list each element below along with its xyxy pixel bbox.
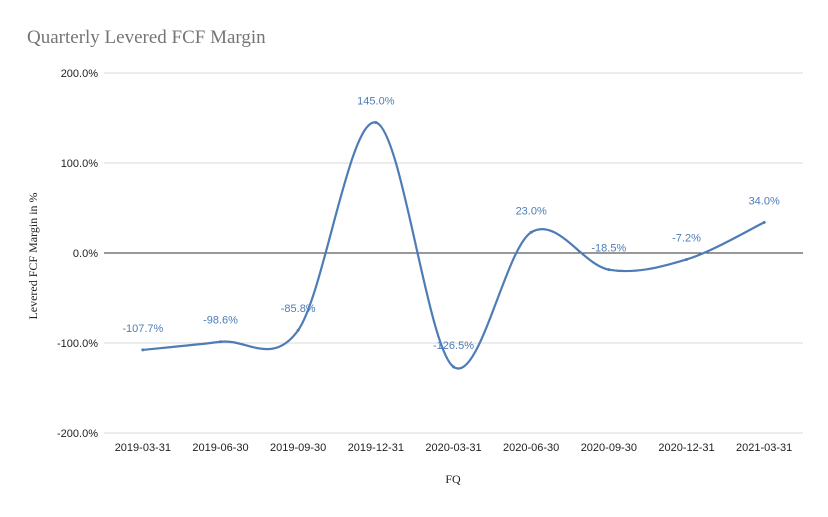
x-tick-label: 2020-09-30 (581, 442, 637, 454)
data-point (374, 121, 378, 124)
y-tick-label: 100.0% (61, 158, 99, 170)
data-point (296, 328, 300, 332)
x-tick-label: 2020-06-30 (503, 442, 559, 454)
y-tick-label: 200.0% (61, 68, 99, 80)
y-axis-title: Levered FCF Margin in % (26, 192, 40, 319)
data-label: 34.0% (749, 195, 780, 207)
x-tick-label: 2019-12-31 (348, 442, 404, 454)
data-label: -107.7% (122, 323, 163, 335)
data-point (219, 340, 222, 344)
y-tick-label: 0.0% (73, 248, 98, 260)
x-tick-label: 2019-09-30 (270, 442, 326, 454)
x-tick-label: 2021-03-31 (736, 442, 792, 454)
x-tick-label: 2019-03-31 (115, 442, 171, 454)
data-label: -18.5% (591, 243, 626, 255)
series-line (141, 121, 766, 370)
data-label: 23.0% (516, 205, 547, 217)
data-point (762, 220, 766, 224)
chart-title: Quarterly Levered FCF Margin (27, 27, 266, 48)
data-point (452, 365, 455, 369)
data-point (685, 257, 688, 261)
y-tick-label: -100.0% (57, 338, 98, 350)
data-label: -126.5% (433, 340, 474, 352)
data-label: -98.6% (203, 315, 238, 327)
x-tick-label: 2020-12-31 (658, 442, 714, 454)
data-label: 145.0% (357, 96, 395, 108)
data-label: -85.8% (281, 303, 316, 315)
x-tick-label: 2019-06-30 (192, 442, 248, 454)
data-label: -7.2% (672, 232, 701, 244)
data-point (529, 230, 533, 234)
y-tick-label: -200.0% (57, 428, 98, 440)
x-axis-title: FQ (445, 472, 461, 486)
data-point (141, 348, 145, 352)
data-point (607, 268, 611, 272)
x-tick-label: 2020-03-31 (425, 442, 481, 454)
